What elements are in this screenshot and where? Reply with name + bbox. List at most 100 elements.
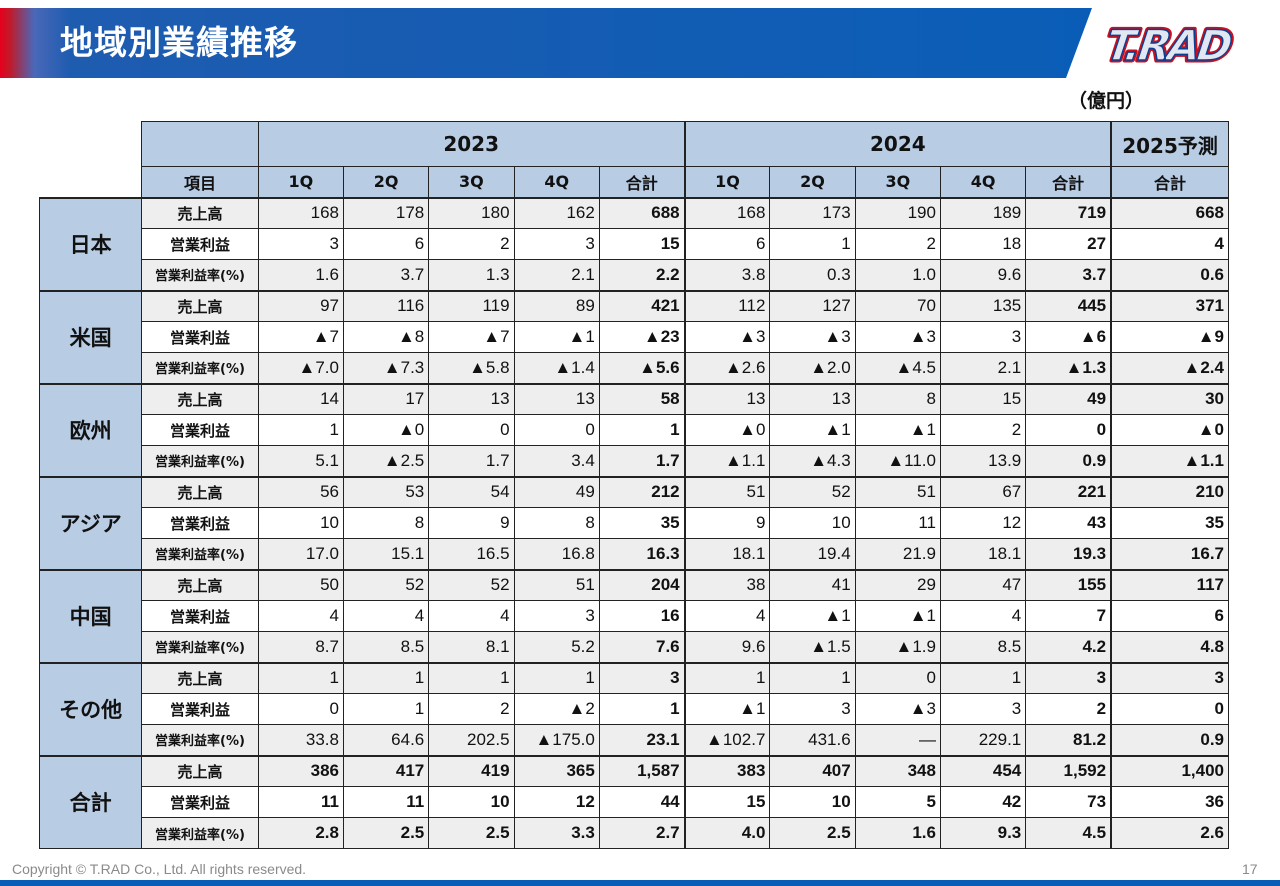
data-cell: 4.5 bbox=[1025, 817, 1113, 849]
data-cell: 2.8 bbox=[257, 817, 344, 849]
data-cell: 52 bbox=[428, 568, 515, 601]
data-cell: 58 bbox=[598, 382, 686, 415]
data-cell: 15 bbox=[684, 786, 771, 818]
data-cell: 178 bbox=[342, 196, 430, 229]
year-2023-header: 2023 bbox=[257, 121, 686, 167]
data-cell: 135 bbox=[939, 289, 1027, 322]
data-cell: 155 bbox=[1025, 568, 1113, 601]
row-label: 売上高 bbox=[141, 382, 259, 415]
row-label: 営業利益 bbox=[141, 414, 259, 446]
data-cell: ▲5.8 bbox=[428, 352, 515, 384]
data-cell: ▲1 bbox=[769, 414, 856, 446]
data-cell: 73 bbox=[1025, 786, 1113, 818]
data-cell: 19.3 bbox=[1025, 538, 1113, 570]
data-cell: 3.8 bbox=[684, 259, 771, 291]
data-cell: 383 bbox=[684, 754, 771, 787]
data-cell: 168 bbox=[684, 196, 771, 229]
data-cell: 16.5 bbox=[428, 538, 515, 570]
data-cell: 229.1 bbox=[939, 724, 1027, 756]
data-cell: ▲8 bbox=[342, 321, 430, 353]
data-cell: 365 bbox=[513, 754, 600, 787]
data-cell: ▲11.0 bbox=[854, 445, 941, 477]
data-cell: 4 bbox=[684, 600, 771, 632]
row-label: 営業利益率(%) bbox=[141, 817, 259, 849]
row-label: 営業利益 bbox=[141, 507, 259, 539]
row-label: 営業利益率(%) bbox=[141, 259, 259, 291]
data-cell: 1 bbox=[257, 414, 344, 446]
data-cell: 1 bbox=[342, 693, 430, 725]
data-cell: 70 bbox=[854, 289, 941, 322]
data-cell: 5.1 bbox=[257, 445, 344, 477]
data-cell: 41 bbox=[769, 568, 856, 601]
data-cell: 1 bbox=[769, 228, 856, 260]
data-cell: 190 bbox=[854, 196, 941, 229]
svg-text:T.RAD: T.RAD bbox=[1100, 22, 1238, 66]
data-cell: ▲5.6 bbox=[598, 352, 686, 384]
data-cell: 3.4 bbox=[513, 445, 600, 477]
row-label: 営業利益 bbox=[141, 600, 259, 632]
year-2025-forecast-header: 2025予測 bbox=[1110, 121, 1230, 167]
data-cell: ▲7.0 bbox=[257, 352, 344, 384]
data-cell: 89 bbox=[513, 289, 600, 322]
table-row: 営業利益 0 1 2 ▲2 1 ▲1 3 ▲3 3 2 0 bbox=[40, 693, 1230, 725]
data-cell: 2.5 bbox=[769, 817, 856, 849]
data-cell: 21.9 bbox=[854, 538, 941, 570]
data-cell: 417 bbox=[342, 754, 430, 787]
data-cell: 3.7 bbox=[1025, 259, 1113, 291]
data-cell: 35 bbox=[1110, 507, 1230, 539]
data-cell: ▲1.1 bbox=[1110, 445, 1230, 477]
data-cell: ▲3 bbox=[769, 321, 856, 353]
data-cell: 16.3 bbox=[598, 538, 686, 570]
data-cell: 27 bbox=[1025, 228, 1113, 260]
row-label: 営業利益 bbox=[141, 693, 259, 725]
table-row: 日本 売上高 168 178 180 162 688 168 173 190 189 719 668 bbox=[38, 196, 1230, 291]
table-row: 合計 売上高 386 417 419 365 1,587 383 407 348 454 1,592 1… bbox=[38, 754, 1230, 849]
data-cell: 15 bbox=[598, 228, 686, 260]
data-cell: 2 bbox=[939, 414, 1027, 446]
data-cell: 348 bbox=[854, 754, 941, 787]
data-cell: 9.6 bbox=[684, 631, 771, 663]
data-cell: 36 bbox=[1110, 786, 1230, 818]
column-header: 合計 bbox=[1025, 166, 1113, 198]
data-cell: ▲2 bbox=[513, 693, 600, 725]
data-cell: ▲0 bbox=[684, 414, 771, 446]
data-cell: 1,587 bbox=[598, 754, 686, 787]
data-cell: ▲1 bbox=[854, 600, 941, 632]
region-label: その他 bbox=[38, 661, 143, 756]
row-label: 売上高 bbox=[141, 568, 259, 601]
row-label: 営業利益率(%) bbox=[141, 538, 259, 570]
table-row: 営業利益 3 6 2 3 15 6 1 2 18 27 4 bbox=[40, 228, 1230, 260]
data-cell: ▲3 bbox=[854, 321, 941, 353]
data-cell: ▲1.5 bbox=[769, 631, 856, 663]
svg-text:T.RAD: T.RAD bbox=[1100, 22, 1238, 66]
data-cell: ▲2.4 bbox=[1110, 352, 1230, 384]
data-cell: 49 bbox=[513, 475, 600, 508]
data-cell: 3 bbox=[257, 228, 344, 260]
data-cell: 168 bbox=[257, 196, 344, 229]
data-cell: 18 bbox=[939, 228, 1027, 260]
data-cell: 0.3 bbox=[769, 259, 856, 291]
data-cell: 454 bbox=[939, 754, 1027, 787]
data-cell: 4.0 bbox=[684, 817, 771, 849]
table-row: 営業利益 1 ▲0 0 0 1 ▲0 ▲1 ▲1 2 0 ▲0 bbox=[40, 414, 1230, 446]
data-cell: 0.6 bbox=[1110, 259, 1230, 291]
data-cell: 1 bbox=[257, 661, 344, 694]
data-cell: 14 bbox=[257, 382, 344, 415]
regional-performance-table: 2023 2024 2025予測 項目 1Q 2Q 3Q 4Q 合計 1Q 2Q 3Q 4Q 合計… bbox=[38, 121, 1230, 849]
data-cell: ▲4.5 bbox=[854, 352, 941, 384]
data-cell: 17 bbox=[342, 382, 430, 415]
corner-blank bbox=[39, 166, 142, 198]
data-cell: 13 bbox=[769, 382, 856, 415]
data-cell: 1.0 bbox=[854, 259, 941, 291]
table-row: 営業利益率(%) 5.1 ▲2.5 1.7 3.4 1.7 ▲1.1 ▲4.3 ▲11.0 13.… bbox=[40, 445, 1230, 477]
header-blank bbox=[141, 121, 259, 167]
data-cell: ▲7 bbox=[428, 321, 515, 353]
data-cell: 3 bbox=[1110, 661, 1230, 694]
data-cell: 16.8 bbox=[513, 538, 600, 570]
data-cell: 1 bbox=[598, 414, 686, 446]
data-cell: 3.3 bbox=[513, 817, 600, 849]
data-cell: 1.6 bbox=[854, 817, 941, 849]
data-cell: 10 bbox=[769, 786, 856, 818]
data-cell: 51 bbox=[513, 568, 600, 601]
data-cell: 11 bbox=[342, 786, 430, 818]
